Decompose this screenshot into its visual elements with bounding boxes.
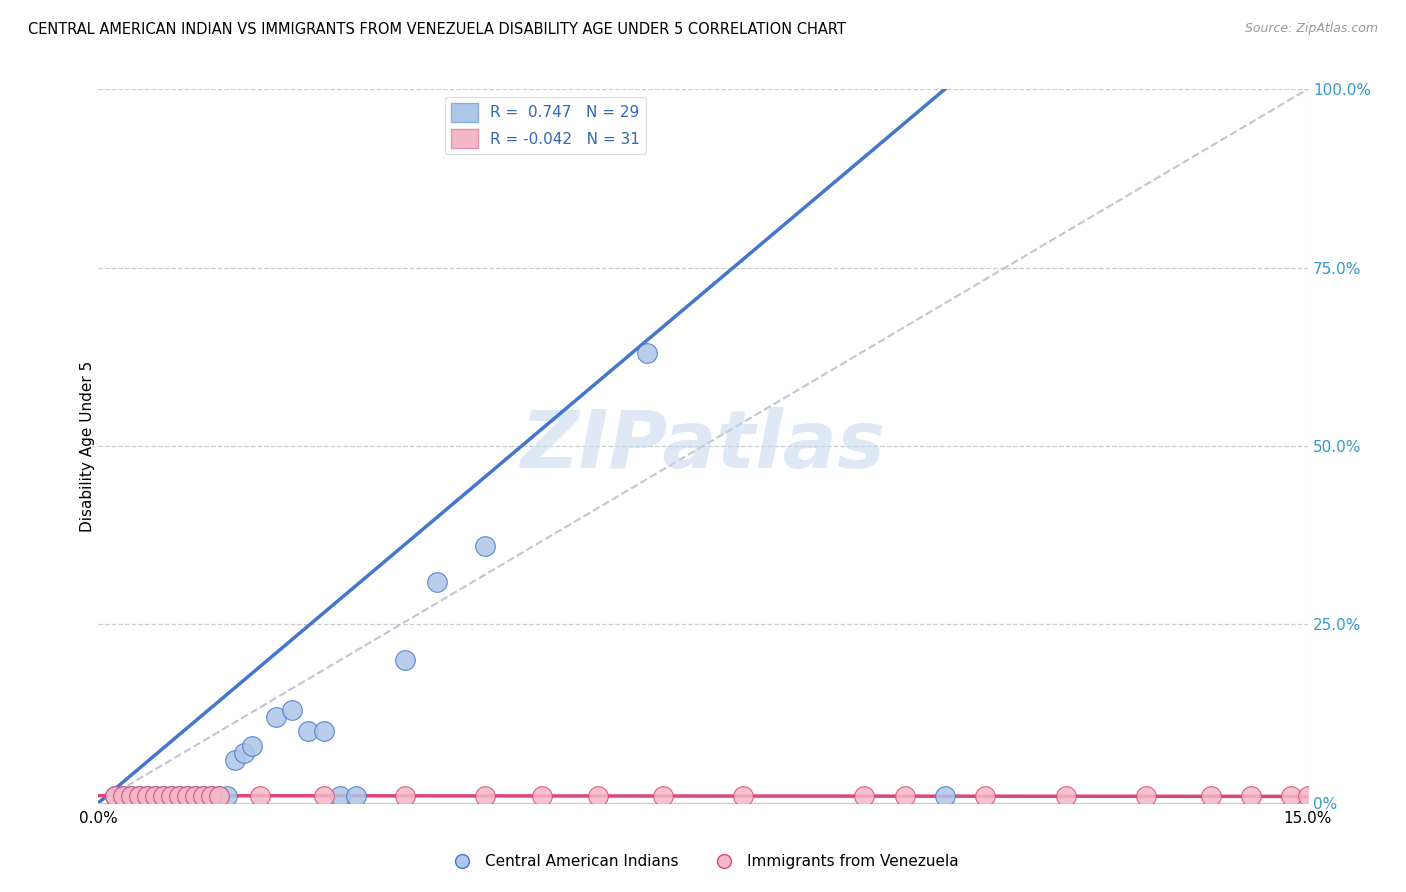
- Text: Source: ZipAtlas.com: Source: ZipAtlas.com: [1244, 22, 1378, 36]
- Point: [249, 789, 271, 803]
- Point: [128, 789, 150, 803]
- Point: [167, 789, 190, 803]
- Point: [586, 789, 609, 803]
- Point: [160, 789, 183, 803]
- Point: [176, 789, 198, 803]
- Point: [152, 789, 174, 803]
- Point: [160, 789, 183, 803]
- Point: [1054, 789, 1077, 803]
- Point: [934, 789, 956, 803]
- Point: [224, 753, 246, 767]
- Point: [394, 653, 416, 667]
- Point: [1296, 789, 1319, 803]
- Point: [200, 789, 222, 803]
- Point: [217, 789, 239, 803]
- Point: [176, 789, 198, 803]
- Point: [193, 789, 215, 803]
- Point: [152, 789, 174, 803]
- Point: [314, 724, 336, 739]
- Point: [120, 789, 142, 803]
- Point: [193, 789, 215, 803]
- Point: [103, 789, 125, 803]
- Point: [474, 789, 496, 803]
- Point: [297, 724, 319, 739]
- Point: [329, 789, 352, 803]
- Point: [167, 789, 190, 803]
- Point: [103, 789, 125, 803]
- Point: [240, 739, 263, 753]
- Point: [853, 789, 876, 803]
- Point: [314, 789, 336, 803]
- Point: [120, 789, 142, 803]
- Text: CENTRAL AMERICAN INDIAN VS IMMIGRANTS FROM VENEZUELA DISABILITY AGE UNDER 5 CORR: CENTRAL AMERICAN INDIAN VS IMMIGRANTS FR…: [28, 22, 846, 37]
- Point: [111, 789, 134, 803]
- Y-axis label: Disability Age Under 5: Disability Age Under 5: [80, 360, 94, 532]
- Point: [135, 789, 157, 803]
- Point: [111, 789, 134, 803]
- Point: [143, 789, 166, 803]
- Point: [184, 789, 207, 803]
- Text: ZIPatlas: ZIPatlas: [520, 407, 886, 485]
- Point: [264, 710, 287, 724]
- Point: [208, 789, 231, 803]
- Point: [344, 789, 367, 803]
- Point: [1199, 789, 1222, 803]
- Point: [530, 789, 553, 803]
- Point: [893, 789, 915, 803]
- Legend: R =  0.747   N = 29, R = -0.042   N = 31: R = 0.747 N = 29, R = -0.042 N = 31: [444, 97, 647, 154]
- Point: [1135, 789, 1157, 803]
- Point: [208, 789, 231, 803]
- Point: [1281, 789, 1303, 803]
- Point: [143, 789, 166, 803]
- Point: [974, 789, 997, 803]
- Point: [426, 574, 449, 589]
- Point: [474, 539, 496, 553]
- Point: [200, 789, 222, 803]
- Point: [1240, 789, 1263, 803]
- Point: [135, 789, 157, 803]
- Point: [394, 789, 416, 803]
- Point: [232, 746, 254, 760]
- Legend: Central American Indians, Immigrants from Venezuela: Central American Indians, Immigrants fro…: [441, 848, 965, 875]
- Point: [733, 789, 755, 803]
- Point: [281, 703, 304, 717]
- Point: [651, 789, 673, 803]
- Point: [636, 346, 658, 360]
- Point: [128, 789, 150, 803]
- Point: [184, 789, 207, 803]
